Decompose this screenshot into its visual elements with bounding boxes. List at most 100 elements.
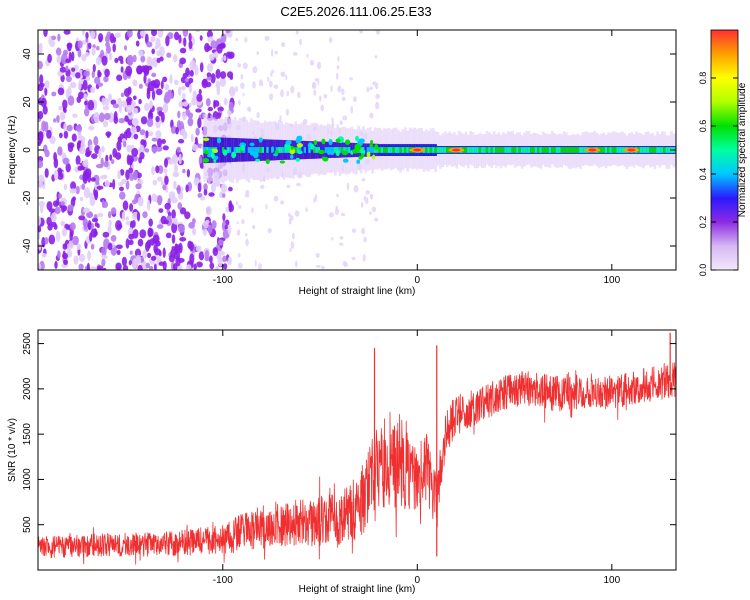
signal-center bbox=[565, 147, 568, 153]
noise-blob bbox=[75, 72, 81, 79]
noise-blob bbox=[102, 105, 110, 111]
noise-blob bbox=[132, 54, 137, 63]
signal-blob bbox=[271, 146, 275, 153]
noise-blob bbox=[163, 168, 168, 174]
noise-blob bbox=[151, 72, 157, 78]
signal-center bbox=[446, 147, 449, 153]
noise-blob bbox=[146, 199, 151, 211]
signal-center bbox=[229, 147, 232, 153]
sparse-noise-blob bbox=[237, 63, 242, 68]
signal-center bbox=[469, 147, 472, 153]
signal-center bbox=[226, 147, 230, 153]
sparse-noise-blob bbox=[296, 183, 301, 187]
noise-blob bbox=[54, 260, 58, 269]
noise-blob bbox=[116, 140, 122, 151]
noise-blob bbox=[71, 67, 76, 72]
sparse-noise-blob bbox=[339, 120, 343, 126]
noise-blob bbox=[88, 125, 95, 131]
noise-blob bbox=[187, 112, 194, 119]
snr-x-tick-label: 0 bbox=[415, 575, 421, 586]
signal-center bbox=[282, 147, 286, 153]
signal-center bbox=[257, 147, 260, 153]
signal-center bbox=[639, 147, 643, 153]
colorbar: 0.0 0.2 0.4 0.6 0.8 Normalized spectral ampl… bbox=[698, 29, 748, 276]
noise-blob bbox=[60, 201, 65, 206]
signal-blob bbox=[273, 153, 278, 157]
noise-blob bbox=[155, 115, 160, 123]
sparse-noise-blob bbox=[340, 212, 346, 217]
signal-center bbox=[394, 147, 398, 153]
noise-blob bbox=[127, 98, 132, 106]
noise-blob bbox=[164, 175, 169, 186]
snr-y-tick-label: 500 bbox=[22, 516, 33, 533]
noise-blob bbox=[60, 220, 66, 227]
noise-blob bbox=[182, 112, 187, 121]
noise-blob bbox=[91, 153, 98, 159]
noise-blob bbox=[205, 219, 210, 225]
snr-background bbox=[38, 330, 676, 570]
signal-center bbox=[518, 147, 521, 153]
signal-center bbox=[238, 147, 241, 153]
noise-blob bbox=[65, 65, 69, 72]
noise-blob bbox=[228, 101, 234, 112]
signal-center bbox=[434, 147, 437, 153]
noise-blob bbox=[63, 30, 71, 35]
noise-blob bbox=[175, 126, 179, 135]
sparse-noise-blob bbox=[264, 35, 270, 41]
noise-blob bbox=[99, 112, 105, 123]
noise-blob bbox=[57, 87, 65, 96]
sparse-noise-blob bbox=[256, 51, 260, 56]
noise-blob bbox=[58, 106, 63, 111]
signal-center bbox=[385, 147, 388, 153]
sparse-noise-blob bbox=[336, 65, 340, 70]
signal-blob bbox=[366, 151, 371, 158]
signal-blob bbox=[202, 137, 210, 142]
signal-center bbox=[397, 147, 400, 153]
noise-blob bbox=[222, 255, 227, 263]
noise-blob bbox=[79, 196, 84, 202]
noise-blob bbox=[144, 102, 150, 112]
signal-center bbox=[474, 147, 477, 153]
noise-blob bbox=[160, 180, 165, 186]
sparse-noise-blob bbox=[241, 219, 245, 225]
noise-blob bbox=[82, 173, 88, 184]
noise-blob bbox=[149, 100, 153, 109]
sparse-noise-blob bbox=[270, 49, 274, 57]
noise-blob bbox=[121, 178, 128, 184]
noise-blob bbox=[69, 231, 73, 241]
noise-blob bbox=[93, 112, 100, 123]
noise-blob bbox=[228, 86, 236, 97]
noise-blob bbox=[205, 98, 211, 107]
noise-blob bbox=[46, 201, 53, 211]
signal-center bbox=[646, 147, 650, 153]
noise-blob bbox=[140, 55, 146, 63]
noise-blob bbox=[62, 106, 66, 113]
noise-blob bbox=[147, 110, 154, 121]
noise-blob bbox=[56, 115, 60, 123]
noise-blob bbox=[49, 136, 56, 144]
sparse-noise-blob bbox=[317, 80, 320, 86]
noise-blob bbox=[103, 160, 109, 168]
noise-blob bbox=[202, 228, 207, 236]
sparse-noise-blob bbox=[374, 217, 379, 222]
noise-blob bbox=[153, 263, 157, 270]
sparse-noise-blob bbox=[254, 259, 257, 268]
noise-blob bbox=[44, 80, 50, 89]
noise-blob bbox=[152, 234, 160, 244]
sparse-noise-blob bbox=[285, 75, 288, 80]
sparse-noise-blob bbox=[330, 85, 333, 92]
signal-center bbox=[616, 147, 620, 153]
noise-blob bbox=[96, 185, 104, 190]
signal-center bbox=[523, 147, 526, 153]
noise-blob bbox=[158, 110, 163, 117]
noise-blob bbox=[110, 99, 117, 105]
noise-blob bbox=[203, 183, 208, 191]
signal-center bbox=[278, 147, 281, 153]
noise-blob bbox=[164, 202, 171, 210]
noise-blob bbox=[139, 152, 145, 160]
signal-center bbox=[569, 147, 573, 153]
snr-panel: -100 0 100 500 1000 1500 2000 2500 Height of st… bbox=[7, 329, 677, 595]
noise-blob bbox=[65, 163, 71, 173]
sparse-noise-blob bbox=[244, 36, 248, 43]
noise-blob bbox=[194, 30, 201, 33]
